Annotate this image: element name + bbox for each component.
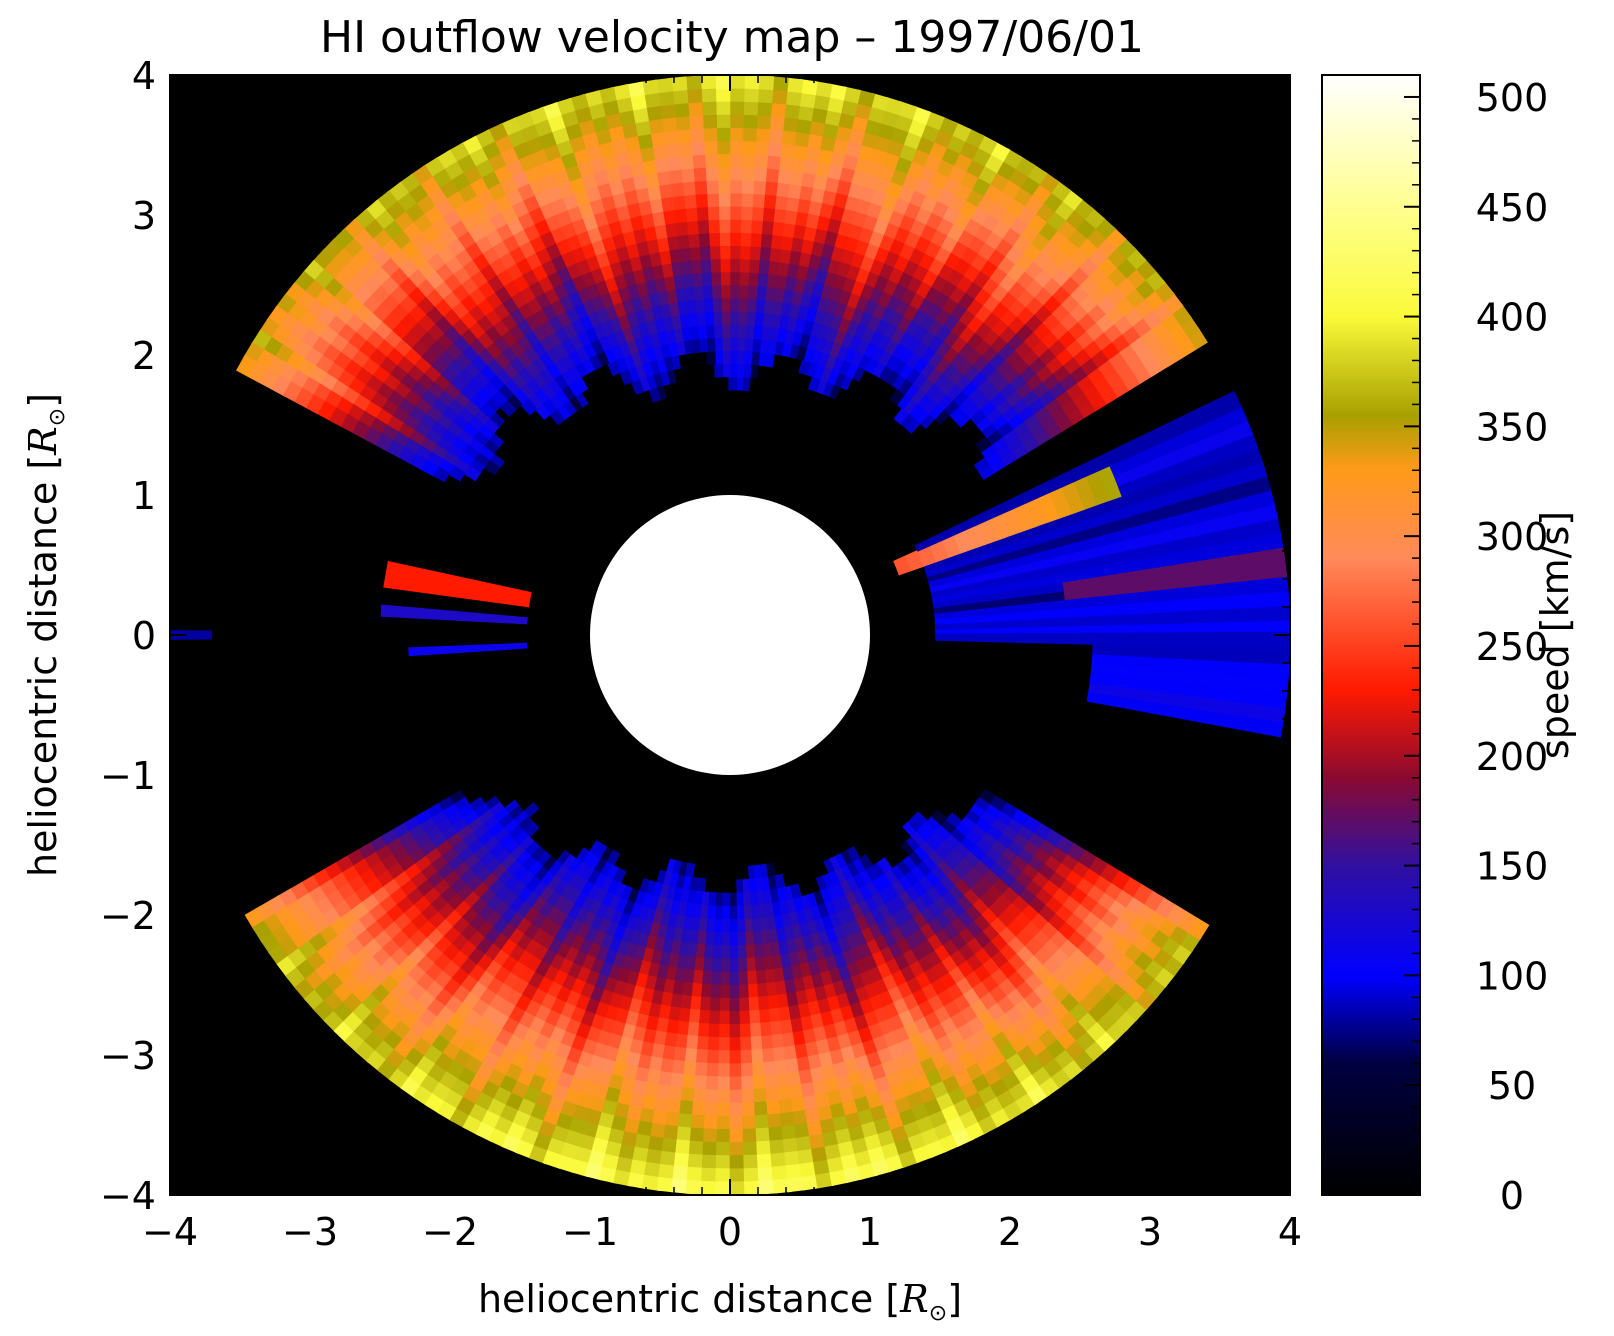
x-tick-label: 3	[1138, 1210, 1162, 1254]
velocity-cell	[695, 877, 707, 893]
velocity-cell	[1066, 632, 1081, 645]
x-tick-label: −3	[282, 1210, 338, 1254]
chart-title: HI outflow velocity map – 1997/06/01	[320, 12, 1144, 63]
velocity-cell	[1222, 390, 1243, 413]
colorbar-tick-label: 350	[1476, 405, 1549, 449]
y-tick-label: 3	[132, 194, 156, 238]
velocity-cell	[1158, 632, 1173, 647]
y-axis-unit-close: ]	[21, 393, 65, 408]
y-tick-label: 2	[132, 334, 156, 378]
velocity-cell	[1053, 632, 1068, 645]
colorbar-label: speed [km/s]	[1533, 511, 1577, 759]
y-axis-unit-symbol: R	[21, 426, 65, 456]
x-axis-label: heliocentric distance [R⊙]	[478, 1277, 962, 1326]
velocity-cell	[1000, 633, 1015, 643]
velocity-cell	[1210, 632, 1225, 649]
colorbar-tick-label: 100	[1476, 954, 1549, 998]
velocity-cell	[948, 633, 963, 642]
y-tick-label: 4	[132, 54, 156, 98]
velocity-cell	[714, 363, 724, 378]
y-axis-unit-open: [	[21, 455, 65, 482]
colorbar-gradient	[1321, 74, 1421, 1196]
colorbar-tick-label: 50	[1488, 1064, 1536, 1108]
velocity-cell	[987, 633, 1002, 643]
x-axis-unit-open: [	[873, 1277, 900, 1321]
y-axis-label-text: heliocentric distance	[21, 482, 65, 877]
velocity-cell	[1013, 633, 1028, 644]
x-tick-label: 0	[718, 1210, 742, 1254]
velocity-cell	[1171, 632, 1186, 648]
x-axis-unit-sub: ⊙	[929, 1301, 947, 1326]
colorbar-tick-label: 450	[1476, 186, 1549, 230]
x-axis-unit-symbol: R	[899, 1277, 929, 1321]
velocity-cell	[1040, 632, 1055, 644]
velocity-cell	[1132, 632, 1146, 647]
y-tick-label: −3	[100, 1034, 156, 1078]
y-tick-label: −2	[100, 894, 156, 938]
velocity-cell	[728, 376, 738, 391]
x-tick-label: 2	[998, 1210, 1022, 1254]
x-axis-label-text: heliocentric distance	[478, 1277, 873, 1321]
x-tick-label: −2	[422, 1210, 478, 1254]
colorbar-tick-label: 400	[1476, 296, 1549, 340]
velocity-cell	[1105, 632, 1120, 646]
velocity-heatmap	[170, 75, 1290, 1195]
velocity-cell	[1118, 632, 1133, 646]
velocity-cell	[1184, 632, 1199, 648]
colorbar-tick-label: 150	[1476, 845, 1549, 889]
velocity-cell	[1092, 632, 1107, 646]
velocity-cell	[1145, 632, 1160, 647]
y-tick-label: 0	[132, 614, 156, 658]
y-axis-unit-sub: ⊙	[45, 408, 70, 426]
velocity-cell	[961, 633, 976, 642]
velocity-cell	[705, 350, 717, 366]
velocity-cell	[935, 633, 950, 642]
x-tick-label: 1	[858, 1210, 882, 1254]
velocity-cell	[1079, 632, 1094, 645]
occulter-disk	[590, 495, 870, 775]
velocity-cell	[1197, 632, 1212, 648]
velocity-cell	[1027, 633, 1041, 644]
colorbar-tick-label: 0	[1500, 1174, 1524, 1218]
velocity-cell	[974, 633, 989, 643]
y-axis-label: heliocentric distance [R⊙]	[21, 393, 70, 877]
velocity-cell	[1236, 631, 1251, 649]
velocity-cell	[1250, 631, 1265, 650]
y-tick-label: 1	[132, 474, 156, 518]
x-tick-label: 4	[1278, 1210, 1302, 1254]
y-tick-label: −1	[100, 754, 156, 798]
x-tick-label: −1	[562, 1210, 618, 1254]
colorbar-tick-label: 500	[1476, 76, 1549, 120]
x-axis-unit-close: ]	[947, 1277, 962, 1321]
velocity-cell	[1223, 631, 1238, 649]
y-tick-label: −4	[100, 1174, 156, 1218]
